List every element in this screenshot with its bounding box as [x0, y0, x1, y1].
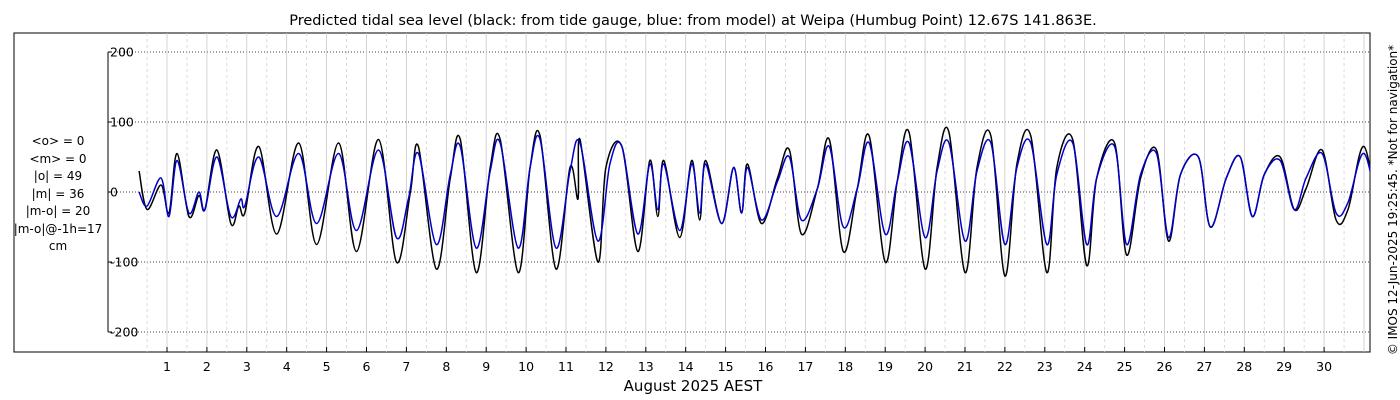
- stat-abs-diff-lag: |m-o|@-1h=17: [13, 221, 103, 236]
- x-tick-label: 7: [402, 359, 410, 374]
- x-tick-label: 27: [1196, 359, 1212, 374]
- x-tick-label: 8: [442, 359, 450, 374]
- stat-abs-diff: |m-o| = 20: [25, 204, 91, 218]
- x-tick-label: 28: [1236, 359, 1252, 374]
- x-tick-label: 19: [877, 359, 893, 374]
- statistics-panel: <o> = 0 <m> = 0 |o| = 49 |m| = 36 |m-o| …: [2, 133, 114, 256]
- series-lines: [138, 126, 1370, 277]
- x-tick-label: 23: [1037, 359, 1053, 374]
- stat-abs-observed: |o| = 49: [33, 169, 83, 183]
- x-tick-label: 18: [837, 359, 853, 374]
- x-tick-label: 1: [163, 359, 171, 374]
- x-tick-label: 24: [1077, 359, 1093, 374]
- stat-mean-model: <m> = 0: [29, 151, 87, 166]
- plot-frame: [13, 32, 1371, 353]
- y-axis: -200 -100 0 100 200: [108, 45, 138, 340]
- x-tick-label: 21: [957, 359, 973, 374]
- x-tick-label: 16: [758, 359, 774, 374]
- x-tick-label: 26: [1157, 359, 1173, 374]
- x-axis: 1 2 3 4 5 6 7 8 9 10 11 12 13 14 15 16 17 18 19 20 21 22 23 24 2…: [163, 347, 1332, 374]
- x-tick-label: 4: [283, 359, 291, 374]
- y-tick-label: 0: [110, 185, 118, 200]
- x-tick-label: 9: [482, 359, 490, 374]
- series-line-model: [138, 134, 1370, 249]
- y-tick-label: -100: [110, 255, 138, 270]
- x-tick-label: 12: [598, 359, 614, 374]
- x-tick-label: 15: [718, 359, 734, 374]
- x-tick-label: 3: [243, 359, 251, 374]
- x-tick-label: 13: [638, 359, 654, 374]
- y-tick-label: 100: [110, 115, 134, 130]
- x-tick-label: 25: [1117, 359, 1133, 374]
- credit-text: © IMOS 12-Jun-2025 19:25:45. *Not for na…: [1386, 44, 1400, 356]
- x-tick-label: 22: [997, 359, 1013, 374]
- x-axis-label: August 2025 AEST: [624, 377, 763, 395]
- stat-mean-observed: <o> = 0: [31, 134, 85, 148]
- y-tick-label: -200: [110, 325, 138, 340]
- x-tick-label: 2: [203, 359, 211, 374]
- stat-abs-model: |m| = 36: [31, 186, 85, 201]
- y-tick-label: 200: [110, 45, 134, 60]
- chart-title: Predicted tidal sea level (black: from t…: [289, 13, 1097, 29]
- series-line-tide-gauge: [138, 126, 1370, 277]
- x-tick-label: 10: [518, 359, 534, 374]
- x-tick-label: 11: [558, 359, 574, 374]
- x-tick-label: 14: [678, 359, 694, 374]
- x-tick-label: 29: [1276, 359, 1292, 374]
- x-tick-label: 20: [917, 359, 933, 374]
- stat-unit: cm: [48, 239, 68, 253]
- x-tick-label: 5: [323, 359, 331, 374]
- x-tick-label: 17: [797, 359, 813, 374]
- x-tick-label: 6: [363, 359, 371, 374]
- x-tick-label: 30: [1316, 359, 1332, 374]
